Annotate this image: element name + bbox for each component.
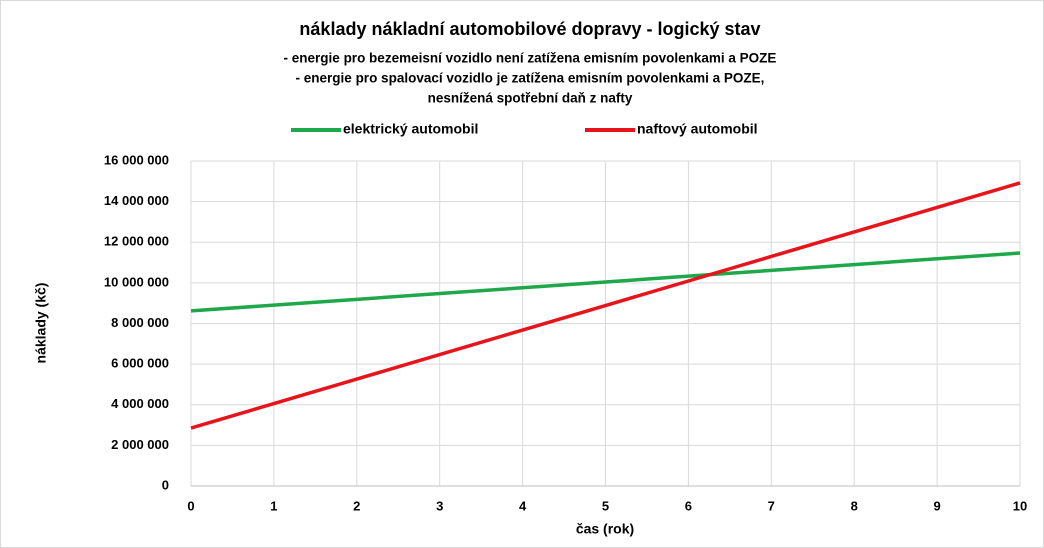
y-tick-label: 12 000 000 xyxy=(104,234,169,249)
chart-subtitle: - energie pro spalovací vozidlo je zatíž… xyxy=(296,71,765,86)
chart-subtitle: nesnížená spotřební daň z nafty xyxy=(428,91,633,106)
x-tick-label: 1 xyxy=(270,498,277,513)
legend-label: naftový automobil xyxy=(637,121,758,137)
x-tick-label: 2 xyxy=(353,498,360,513)
y-tick-label: 14 000 000 xyxy=(104,193,169,208)
y-tick-label: 4 000 000 xyxy=(111,396,169,411)
x-tick-label: 6 xyxy=(685,498,692,513)
y-tick-label: 6 000 000 xyxy=(111,356,169,371)
x-axis-label: čas (rok) xyxy=(576,521,634,537)
x-tick-label: 10 xyxy=(1013,498,1027,513)
y-tick-label: 10 000 000 xyxy=(104,274,169,289)
legend-label: elektrický automobil xyxy=(343,121,478,137)
x-tick-label: 5 xyxy=(602,498,609,513)
x-tick-label: 3 xyxy=(436,498,443,513)
chart-subtitle: - energie pro bezemeisní vozidlo není za… xyxy=(284,51,777,66)
x-tick-label: 9 xyxy=(933,498,940,513)
chart-title: náklady nákladní automobilové dopravy - … xyxy=(299,19,760,39)
series-line xyxy=(190,181,1021,430)
x-tick-label: 4 xyxy=(519,498,527,513)
series-line xyxy=(190,251,1021,313)
y-tick-label: 2 000 000 xyxy=(111,437,169,452)
y-tick-label: 16 000 000 xyxy=(104,152,169,167)
x-tick-label: 0 xyxy=(187,498,194,513)
x-tick-label: 7 xyxy=(768,498,775,513)
y-tick-label: 8 000 000 xyxy=(111,315,169,330)
y-tick-label: 0 xyxy=(162,477,169,492)
x-tick-label: 8 xyxy=(851,498,858,513)
y-axis-label: náklady (kč) xyxy=(33,283,49,364)
